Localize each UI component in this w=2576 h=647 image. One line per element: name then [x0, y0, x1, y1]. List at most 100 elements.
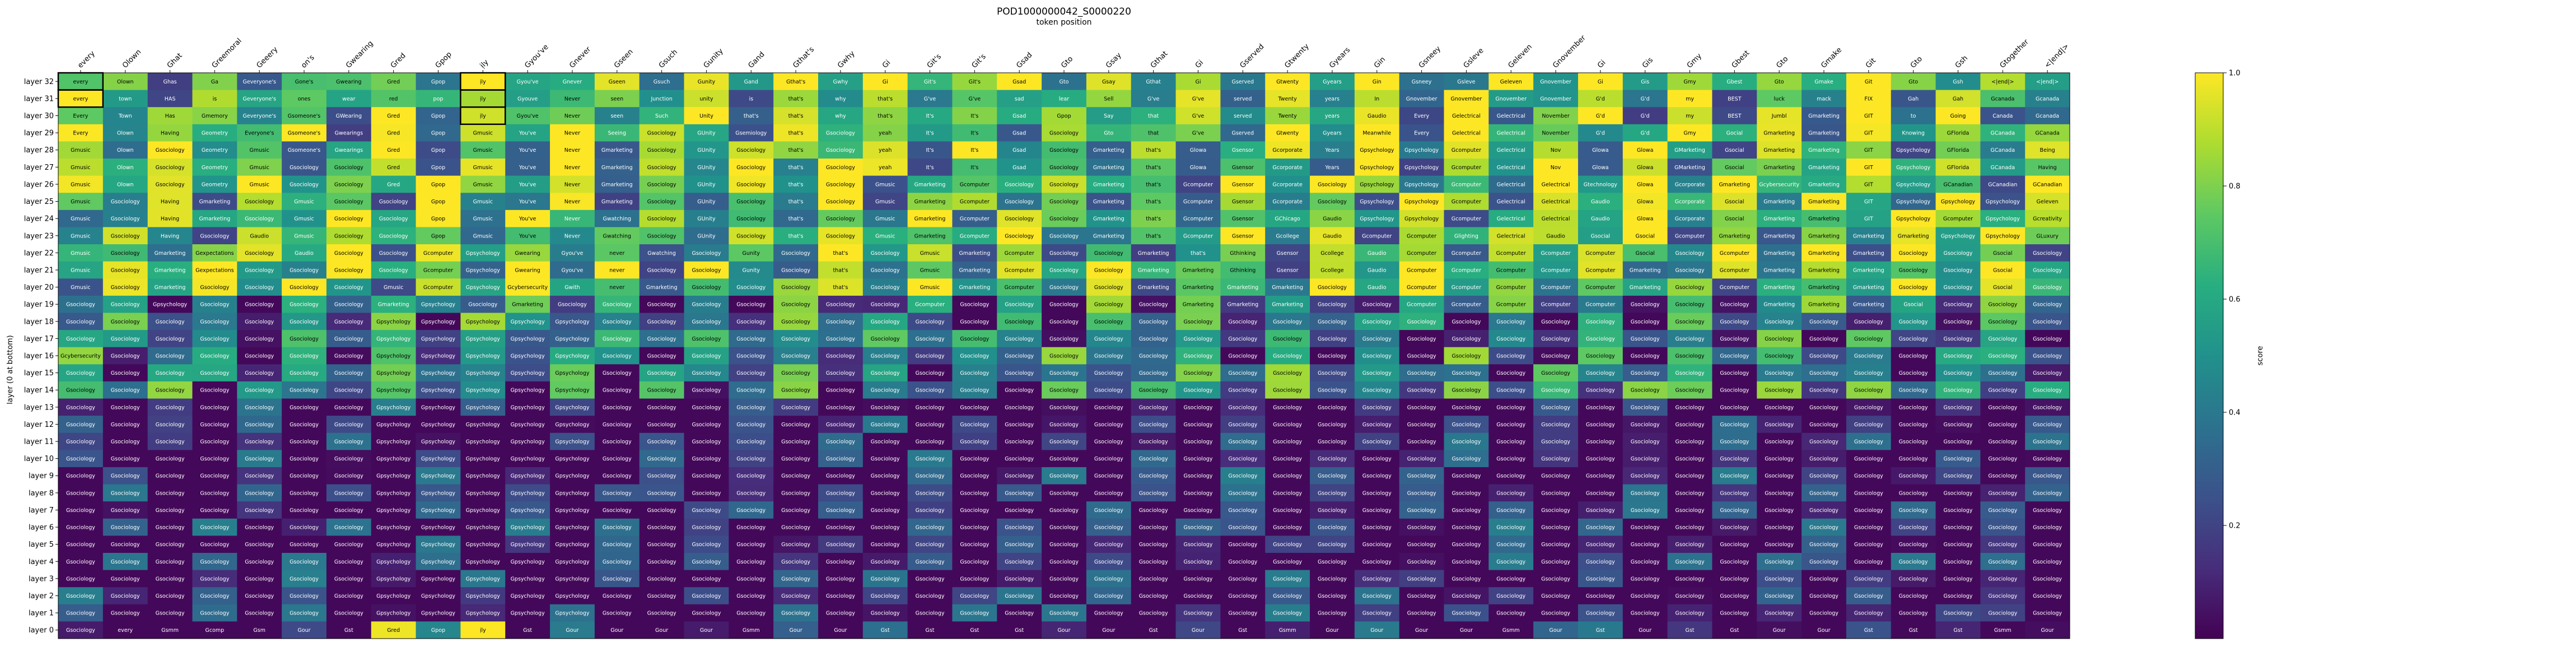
cell-label: Gsociology [1631, 611, 1660, 617]
x-tick-label: Gto [1060, 55, 1075, 70]
heatmap-cell [729, 141, 774, 159]
cell-label: Gsociology [1005, 353, 1034, 360]
heatmap-cell [460, 227, 506, 245]
cell-label: Gsociology [1139, 370, 1168, 376]
cell-label: Geleven [1500, 79, 1522, 85]
y-axis-label: layer (0 at bottom) [6, 335, 15, 404]
y-tick-label: layer 30 [24, 112, 54, 120]
heatmap-cell [1935, 90, 1981, 108]
cell-label: Gcanada [1991, 96, 2014, 102]
cell-label: Gsociology [1273, 388, 1302, 394]
cell-label: Gis [1641, 79, 1649, 85]
cell-label: GIT [1864, 165, 1873, 171]
heatmap-cell [1667, 141, 1712, 159]
cell-label: Gsociology [1139, 576, 1168, 582]
cell-label: Gsociology [916, 336, 945, 342]
cell-label: Gour [610, 627, 623, 634]
cell-label: Gsociology [2033, 611, 2062, 617]
cell-label: Gsociology [871, 319, 900, 325]
cell-label: that's [1146, 147, 1161, 153]
cell-label: Gsociology [647, 181, 676, 188]
cell-label: Gmarketing [1853, 250, 1884, 257]
cell-label: Gsociology [111, 216, 140, 222]
cell-label: Gsociology [647, 404, 676, 411]
y-tick-label: layer 12 [24, 421, 54, 429]
cell-label: Gsociology [111, 490, 140, 496]
cell-label: Gsociology [245, 559, 274, 565]
x-tick-label: Gnovember [1551, 34, 1588, 70]
cell-label: my [1686, 113, 1694, 119]
cell-label: Gsociology [692, 302, 721, 308]
heatmap-cell [1488, 193, 1534, 211]
cell-label: Gaudio [295, 250, 314, 257]
cell-label: Gpsychology [511, 490, 545, 496]
cell-label: Gsociology [1184, 404, 1213, 411]
heatmap-cell [550, 159, 595, 176]
cell-label: Gcomputer [1407, 302, 1436, 308]
heatmap-cell [1310, 73, 1355, 91]
heatmap-cell [192, 107, 237, 125]
heatmap-cell [907, 107, 953, 125]
cell-label: Gsociology [1765, 525, 1794, 531]
cell-label: Gsociology [647, 439, 676, 445]
cell-label: Gsociology [1765, 336, 1794, 342]
heatmap-cell [1399, 193, 1444, 211]
heatmap-cell [1042, 90, 1087, 108]
cell-label: GUnity [697, 131, 716, 137]
cell-label: Git's [969, 79, 981, 85]
cell-label: Gsociology [1049, 593, 1079, 599]
heatmap-cell [729, 175, 774, 193]
cell-label: Gaudio [250, 233, 269, 239]
cell-label: Gsociology [1362, 422, 1392, 428]
cell-label: ones [298, 96, 311, 102]
heatmap-cell [326, 73, 372, 91]
heatmap-cell [1667, 193, 1712, 211]
cell-label: Gsociology [2033, 319, 2062, 325]
cell-label: Gcomputer [1452, 250, 1481, 257]
cell-label: Gexpectations [195, 250, 234, 257]
heatmap-cell [952, 210, 997, 227]
cell-label: Gelectrical [1497, 199, 1525, 205]
heatmap-cell [1444, 141, 1489, 159]
cell-label: Gsociology [1452, 559, 1481, 565]
heatmap-cell [1935, 193, 1981, 211]
heatmap-cell [102, 73, 148, 91]
cell-label: Gsociology [1005, 404, 1034, 411]
cell-label: Gnever [563, 79, 582, 85]
cell-label: Gsensor [1232, 216, 1254, 222]
cell-label: Gsociology [1452, 473, 1481, 480]
cell-label: Gsociology [1988, 456, 2017, 462]
heatmap-cell [997, 90, 1042, 108]
cell-label: Gmarketing [1227, 285, 1258, 291]
cell-label: Gsociology [1988, 508, 2017, 514]
cell-label: Gsociology [1139, 559, 1168, 565]
cell-label: Gah [1953, 96, 1963, 102]
cell-label: Gsociology [1094, 525, 1123, 531]
cell-label: Gsociology [692, 525, 721, 531]
cell-label: Gsociology [245, 302, 274, 308]
heatmap-cell [1578, 159, 1623, 176]
cell-label: Gpsychology [555, 336, 590, 342]
heatmap-cell [1578, 227, 1623, 245]
cell-label: Gsociology [960, 388, 989, 394]
cell-label: GCanadian [2033, 181, 2062, 188]
cell-label: Gsociology [1586, 611, 1615, 617]
cell-label: Gsociology [1049, 336, 1079, 342]
cell-label: Gsociology [245, 250, 274, 257]
heatmap-cell [550, 141, 595, 159]
cell-label: November [1542, 113, 1570, 119]
cell-label: Gsociology [1452, 439, 1481, 445]
x-tick-label: Gand [746, 50, 766, 70]
cell-label: Gsociology [1899, 559, 1928, 565]
cell-label: Gcomputer [1541, 285, 1570, 291]
heatmap-cell [1310, 210, 1355, 227]
cell-label: Gsociology [692, 439, 721, 445]
cell-label: Gsociology [1094, 353, 1123, 360]
heatmap-cell [594, 107, 640, 125]
cell-label: Gcomputer [1496, 302, 1526, 308]
cell-label: Gour [1192, 627, 1205, 634]
cell-label: Gcomputer [1541, 250, 1570, 257]
cell-label: Gsociology [826, 302, 855, 308]
heatmap-cell [1042, 227, 1087, 245]
cell-label: Gpsychology [421, 576, 456, 582]
